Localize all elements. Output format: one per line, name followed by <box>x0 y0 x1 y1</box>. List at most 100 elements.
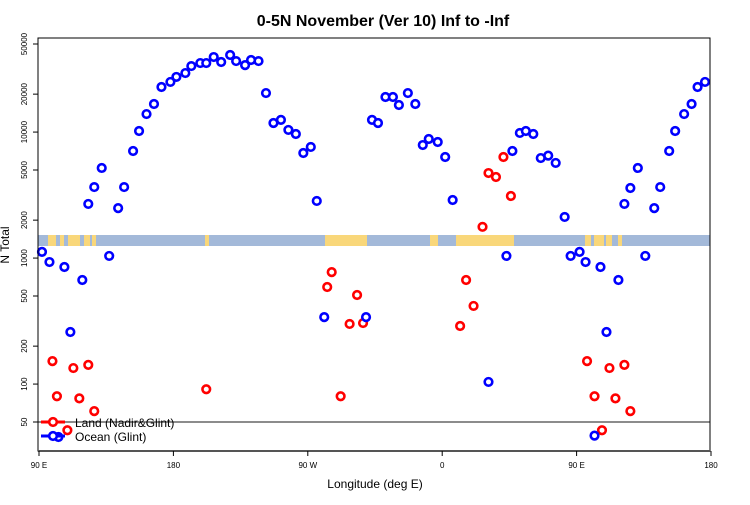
map-strip-ocean <box>38 235 710 246</box>
y-tick-label: 20000 <box>20 82 29 105</box>
land-point <box>47 356 58 367</box>
map-strip-land <box>618 235 622 246</box>
ocean-point <box>632 162 643 174</box>
ocean-point <box>239 60 251 71</box>
ocean-point <box>59 261 70 273</box>
ocean-point <box>423 133 434 145</box>
ocean-point <box>201 57 212 69</box>
ocean-point <box>692 81 703 93</box>
ocean-point <box>133 125 145 137</box>
ocean-point <box>208 51 219 63</box>
map-strip-land <box>84 235 90 246</box>
y-tick-label: 50 <box>20 417 29 426</box>
ocean-point <box>417 139 428 151</box>
ocean-point <box>655 181 666 193</box>
ocean-point <box>447 194 458 206</box>
y-tick-label: 50000 <box>20 32 29 55</box>
ocean-point <box>171 71 182 83</box>
ocean-point <box>156 81 167 93</box>
ocean-point <box>36 246 48 257</box>
land-point <box>74 393 85 404</box>
ocean-point <box>664 145 675 157</box>
ocean-point <box>574 246 585 257</box>
map-strip-land <box>594 235 604 246</box>
ocean-point <box>298 147 309 159</box>
map-strip <box>38 235 710 246</box>
ocean-point <box>89 181 100 193</box>
map-strip-land <box>92 235 96 246</box>
legend-item-land: Land (Nadir&Glint) <box>41 416 174 430</box>
ocean-point <box>649 203 660 214</box>
ocean-point <box>311 195 322 207</box>
x-tick-label: 90 W <box>298 461 317 470</box>
map-strip-land <box>205 235 209 246</box>
ocean-point <box>528 128 539 140</box>
ocean-point <box>387 91 399 103</box>
ocean-point <box>565 250 576 262</box>
x-tick-label: 90 E <box>31 461 47 470</box>
land-point <box>505 190 516 202</box>
data-points <box>36 49 711 443</box>
ocean-point <box>113 203 124 214</box>
ocean-point <box>699 76 711 88</box>
ocean-point <box>432 136 443 148</box>
ocean-point <box>253 55 264 67</box>
land-point <box>610 393 621 404</box>
land-point <box>326 266 337 278</box>
ocean-point <box>104 250 115 262</box>
map-strip-land <box>430 235 438 246</box>
x-axis-title: Longitude (deg E) <box>327 477 422 491</box>
legend: Land (Nadir&Glint) Ocean (Glint) <box>41 416 174 444</box>
ocean-point <box>216 56 227 68</box>
land-point <box>89 406 100 417</box>
ocean-point <box>686 98 697 110</box>
ocean-point <box>670 125 681 137</box>
x-tick-label: 180 <box>167 461 181 470</box>
ocean-point <box>290 128 301 140</box>
land-point <box>83 359 94 370</box>
ocean-point <box>260 87 272 99</box>
land-point <box>596 425 608 436</box>
land-point <box>322 281 333 293</box>
ocean-point <box>165 76 176 88</box>
map-strip-land <box>68 235 80 246</box>
ocean-point <box>44 256 55 268</box>
ocean-point <box>559 211 570 223</box>
ocean-point <box>543 150 554 161</box>
land-point <box>68 362 79 374</box>
ocean-point <box>595 261 606 273</box>
land-point <box>344 318 355 330</box>
land-point <box>625 406 636 417</box>
map-strip-land <box>48 235 56 246</box>
land-point <box>201 384 212 395</box>
land-point <box>460 274 472 286</box>
ocean-point <box>231 55 242 67</box>
land-point <box>351 289 363 301</box>
ocean-point <box>619 198 630 210</box>
ocean-point <box>65 326 76 338</box>
land-point <box>604 362 615 374</box>
ocean-point <box>141 108 152 120</box>
legend-item-ocean: Ocean (Glint) <box>41 430 146 444</box>
ocean-point <box>550 157 561 169</box>
land-point <box>589 391 600 402</box>
legend-label-ocean: Ocean (Glint) <box>75 430 146 444</box>
ocean-point <box>580 256 591 268</box>
y-tick-label: 5000 <box>20 161 29 179</box>
map-strip-land <box>585 235 591 246</box>
ocean-point <box>679 108 690 120</box>
ocean-point <box>180 67 191 79</box>
ocean-point <box>613 274 624 286</box>
ocean-point <box>372 117 384 129</box>
x-axis-ticks: 90 E 180 90 W 0 90 E 180 <box>31 451 718 470</box>
ocean-point <box>319 312 330 323</box>
legend-label-land: Land (Nadir&Glint) <box>75 416 174 430</box>
y-tick-label: 10000 <box>20 120 29 143</box>
ocean-point <box>360 312 372 323</box>
land-point <box>619 359 630 370</box>
map-strip-land <box>60 235 64 246</box>
map-strip-land <box>325 235 367 246</box>
ocean-point <box>501 250 512 262</box>
land-point <box>468 300 479 312</box>
